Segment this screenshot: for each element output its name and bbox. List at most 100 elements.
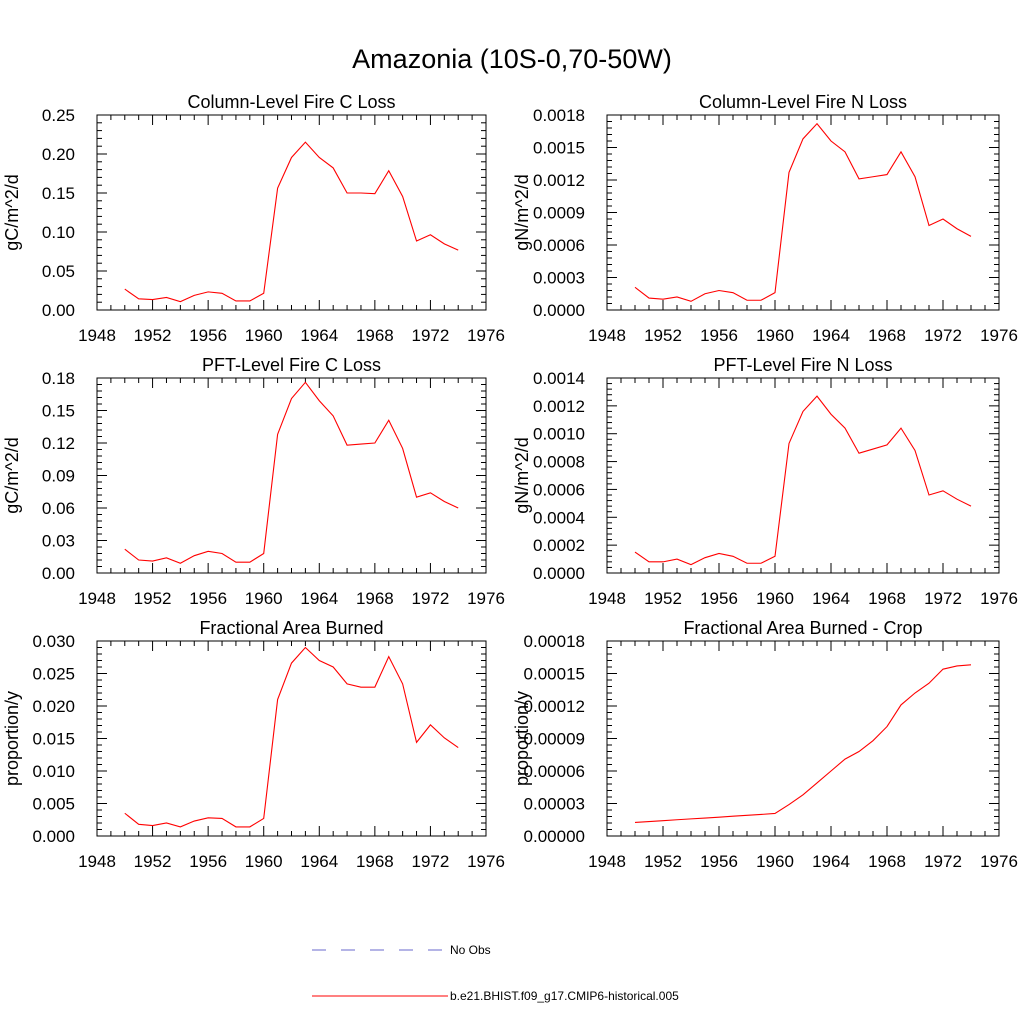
y-tick-label: 0.0006	[533, 480, 585, 499]
y-tick-label: 0.0009	[533, 204, 585, 223]
series-line-1	[634, 395, 972, 566]
x-tick-label: 1964	[300, 589, 338, 608]
x-tick-label: 1960	[245, 326, 283, 345]
y-axis-label: gC/m^2/d	[2, 174, 22, 250]
plot-frame	[96, 114, 487, 311]
x-tick-label: 1952	[644, 852, 682, 871]
y-tick-label: 0.00003	[524, 795, 585, 814]
x-tick-label: 1952	[134, 326, 172, 345]
x-tick-label: 1960	[245, 589, 283, 608]
y-tick-label: 0.0014	[533, 369, 585, 388]
series-line-1	[124, 646, 459, 828]
x-tick-label: 1964	[300, 326, 338, 345]
y-tick-label: 0.00	[42, 301, 75, 320]
chart-panel-5: Fractional Area Burned proportion/y 1948 19…	[2, 618, 505, 871]
x-tick-label: 1948	[588, 589, 626, 608]
x-tick-label: 1968	[356, 589, 394, 608]
chart-panel-6: Fractional Area Burned - Crop proportion/…	[512, 618, 1018, 871]
series-line-1	[124, 141, 459, 303]
x-tick-label: 1976	[980, 852, 1018, 871]
legend-label-no-obs: No Obs	[450, 943, 491, 957]
x-tick-label: 1972	[412, 852, 450, 871]
y-tick-label: 0.0000	[533, 301, 585, 320]
x-tick-label: 1968	[356, 326, 394, 345]
x-tick-label: 1948	[78, 326, 116, 345]
y-tick-label: 0.0000	[533, 564, 585, 583]
y-tick-label: 0.25	[42, 106, 75, 125]
panels: Column-Level Fire C Loss gC/m^2/d 1948 1952…	[2, 92, 1018, 871]
x-tick-label: 1956	[700, 326, 738, 345]
panel-title: Column-Level Fire N Loss	[699, 92, 907, 112]
x-tick-label: 1976	[467, 852, 505, 871]
x-tick-label: 1964	[300, 852, 338, 871]
x-tick-label: 1956	[189, 589, 227, 608]
y-axis-label: gC/m^2/d	[2, 437, 22, 513]
plot-frame	[96, 377, 487, 574]
legend-label-model: b.e21.BHIST.f09_g17.CMIP6-historical.005	[450, 989, 679, 1003]
y-tick-label: 0.09	[42, 467, 75, 486]
y-tick-label: 0.0003	[533, 269, 585, 288]
panel-title: PFT-Level Fire N Loss	[713, 355, 892, 375]
x-tick-label: 1976	[980, 589, 1018, 608]
chart-panel-1: Column-Level Fire C Loss gC/m^2/d 1948 1952…	[2, 92, 505, 345]
x-tick-label: 1952	[644, 589, 682, 608]
x-tick-label: 1976	[467, 326, 505, 345]
x-tick-label: 1968	[356, 852, 394, 871]
x-tick-label: 1948	[588, 852, 626, 871]
legend: No Obs b.e21.BHIST.f09_g17.CMIP6-histori…	[312, 943, 679, 1003]
x-tick-label: 1976	[467, 589, 505, 608]
series-line-1	[634, 122, 972, 302]
y-tick-label: 0.15	[42, 402, 75, 421]
x-tick-label: 1964	[812, 326, 850, 345]
y-axis-label: proportion/y	[2, 691, 22, 786]
y-tick-label: 0.00015	[524, 665, 585, 684]
y-tick-label: 0.030	[32, 632, 75, 651]
y-tick-label: 0.0002	[533, 536, 585, 555]
chart-panel-2: Column-Level Fire N Loss gN/m^2/d 1948 1952…	[512, 92, 1018, 345]
y-tick-label: 0.0008	[533, 453, 585, 472]
y-tick-label: 0.03	[42, 532, 75, 551]
x-tick-label: 1960	[245, 852, 283, 871]
panel-title: Column-Level Fire C Loss	[187, 92, 395, 112]
figure-title: Amazonia (10S-0,70-50W)	[352, 44, 672, 74]
y-tick-label: 0.06	[42, 499, 75, 518]
x-tick-label: 1960	[756, 589, 794, 608]
y-tick-label: 0.20	[42, 145, 75, 164]
y-tick-label: 0.0018	[533, 106, 585, 125]
y-tick-label: 0.15	[42, 184, 75, 203]
y-tick-label: 0.12	[42, 434, 75, 453]
y-axis-label: proportion/y	[512, 691, 532, 786]
x-tick-label: 1960	[756, 852, 794, 871]
plot-frame	[606, 640, 1000, 837]
y-tick-label: 0.18	[42, 369, 75, 388]
y-tick-label: 0.00018	[524, 632, 585, 651]
y-axis-label: gN/m^2/d	[512, 174, 532, 250]
series-line-1	[634, 664, 972, 824]
x-tick-label: 1948	[78, 852, 116, 871]
y-tick-label: 0.00	[42, 564, 75, 583]
x-tick-label: 1952	[134, 852, 172, 871]
x-tick-label: 1972	[924, 589, 962, 608]
y-tick-label: 0.0012	[533, 397, 585, 416]
y-tick-label: 0.015	[32, 730, 75, 749]
y-tick-label: 0.025	[32, 665, 75, 684]
y-tick-label: 0.05	[42, 262, 75, 281]
y-tick-label: 0.0010	[533, 425, 585, 444]
x-tick-label: 1952	[644, 326, 682, 345]
x-tick-label: 1972	[412, 589, 450, 608]
x-tick-label: 1968	[868, 589, 906, 608]
chart-panel-4: PFT-Level Fire N Loss gN/m^2/d 1948 1952 195…	[512, 355, 1018, 608]
x-tick-label: 1956	[189, 326, 227, 345]
x-tick-label: 1948	[78, 589, 116, 608]
panel-title: Fractional Area Burned - Crop	[683, 618, 922, 638]
y-tick-label: 0.00006	[524, 762, 585, 781]
panel-title: PFT-Level Fire C Loss	[202, 355, 381, 375]
x-tick-label: 1956	[700, 852, 738, 871]
y-tick-label: 0.005	[32, 795, 75, 814]
y-tick-label: 0.0004	[533, 508, 585, 527]
x-tick-label: 1964	[812, 589, 850, 608]
chart-panel-3: PFT-Level Fire C Loss gC/m^2/d 1948 1952 195…	[2, 355, 505, 608]
x-tick-label: 1968	[868, 852, 906, 871]
y-tick-label: 0.0006	[533, 236, 585, 255]
